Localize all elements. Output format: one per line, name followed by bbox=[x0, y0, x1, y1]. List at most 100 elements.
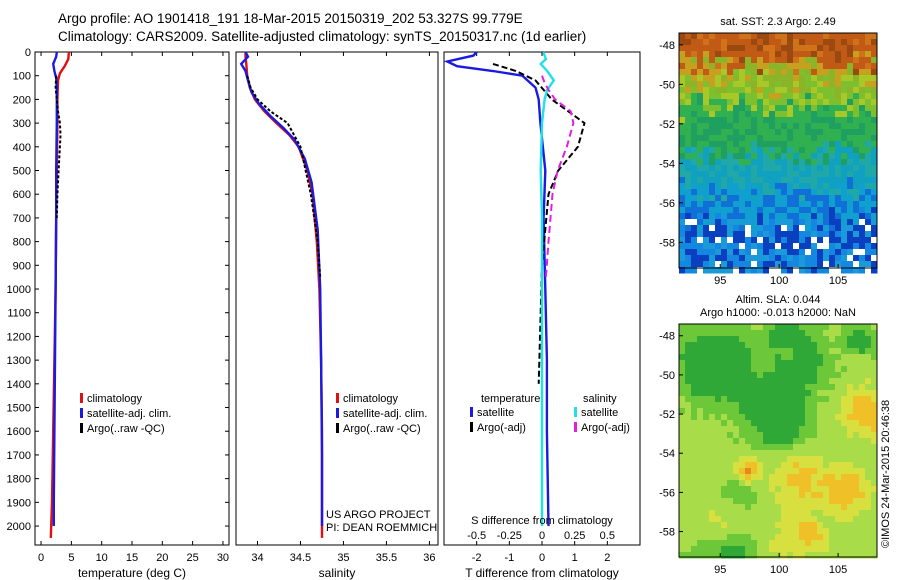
map-cell bbox=[859, 117, 866, 124]
map-cell bbox=[781, 201, 788, 208]
map-cell bbox=[853, 474, 860, 481]
map-cell bbox=[691, 45, 698, 52]
map-cell bbox=[871, 528, 878, 535]
map-cell bbox=[703, 51, 710, 58]
map-cell bbox=[859, 69, 866, 76]
map-cell bbox=[799, 546, 806, 553]
map-cell bbox=[745, 45, 752, 52]
map-cell bbox=[811, 474, 818, 481]
map-cell bbox=[871, 546, 878, 553]
map-cell bbox=[727, 69, 734, 76]
map-cell bbox=[733, 444, 740, 451]
map-cell bbox=[787, 207, 794, 214]
map-cell bbox=[703, 414, 710, 421]
map-cell bbox=[829, 474, 836, 481]
map-cell bbox=[817, 408, 824, 415]
map-cell bbox=[787, 378, 794, 385]
map-cell bbox=[721, 87, 728, 94]
legend-swatch bbox=[80, 393, 83, 403]
map-cell bbox=[769, 504, 776, 511]
map-cell bbox=[823, 231, 830, 238]
map-cell bbox=[799, 504, 806, 511]
map-cell bbox=[841, 450, 848, 457]
map-cell bbox=[817, 414, 824, 421]
map-cell bbox=[793, 414, 800, 421]
map-cell bbox=[697, 171, 704, 178]
map-cell bbox=[763, 225, 770, 232]
map-cell bbox=[841, 219, 848, 226]
map-cell bbox=[769, 117, 776, 124]
map-cell bbox=[745, 546, 752, 553]
legend-header-temperature: temperature bbox=[481, 393, 540, 405]
map-cell bbox=[805, 177, 812, 184]
map-cell bbox=[847, 267, 854, 274]
map-cell bbox=[691, 135, 698, 142]
map-cell bbox=[847, 330, 854, 337]
y-tick-label: 1000 bbox=[7, 284, 31, 296]
map-cell bbox=[751, 207, 758, 214]
map-cell bbox=[841, 330, 848, 337]
map-cell bbox=[865, 552, 872, 559]
map-cell bbox=[697, 474, 704, 481]
map-cell bbox=[799, 366, 806, 373]
map-cell bbox=[847, 342, 854, 349]
map-cell bbox=[697, 219, 704, 226]
map-cell bbox=[865, 456, 872, 463]
map-cell bbox=[817, 366, 824, 373]
map-cell bbox=[853, 243, 860, 250]
map-cell bbox=[859, 261, 866, 268]
map-cell bbox=[691, 408, 698, 415]
map-cell bbox=[691, 243, 698, 250]
map-cell bbox=[679, 105, 686, 112]
map-cell bbox=[745, 189, 752, 196]
map-cell bbox=[799, 177, 806, 184]
map-cell bbox=[853, 237, 860, 244]
map-cell bbox=[703, 153, 710, 160]
map-cell bbox=[793, 396, 800, 403]
map-cell bbox=[751, 504, 758, 511]
map-cell bbox=[781, 237, 788, 244]
map-cell bbox=[847, 384, 854, 391]
map-cell bbox=[715, 552, 722, 559]
map-cell bbox=[871, 51, 878, 58]
map-cell bbox=[745, 456, 752, 463]
map-cell bbox=[775, 81, 782, 88]
map-cell bbox=[859, 348, 866, 355]
map-cell bbox=[763, 33, 770, 40]
map-cell bbox=[823, 444, 830, 451]
map-cell bbox=[715, 45, 722, 52]
map-cell bbox=[733, 516, 740, 523]
map-cell bbox=[697, 540, 704, 547]
map-cell bbox=[721, 378, 728, 385]
map-cell bbox=[847, 207, 854, 214]
map-cell bbox=[811, 420, 818, 427]
map-cell bbox=[847, 534, 854, 541]
map-cell bbox=[811, 81, 818, 88]
map-cell bbox=[781, 183, 788, 190]
map-cell bbox=[829, 480, 836, 487]
map-cell bbox=[811, 237, 818, 244]
map-cell bbox=[841, 81, 848, 88]
map-cell bbox=[721, 33, 728, 40]
map-cell bbox=[769, 45, 776, 52]
map-cell bbox=[835, 486, 842, 493]
map-cell bbox=[811, 498, 818, 505]
map-cell bbox=[775, 498, 782, 505]
map-cell bbox=[853, 93, 860, 100]
y-tick-label: 1900 bbox=[7, 497, 31, 509]
map-cell bbox=[823, 396, 830, 403]
map-cell bbox=[865, 225, 872, 232]
map-cell bbox=[715, 354, 722, 361]
map-cell bbox=[847, 492, 854, 499]
map-cell bbox=[745, 147, 752, 154]
map-cell bbox=[733, 153, 740, 160]
map-cell bbox=[799, 225, 806, 232]
map-cell bbox=[829, 438, 836, 445]
map-cell bbox=[697, 366, 704, 373]
map-cell bbox=[871, 153, 878, 160]
map-cell bbox=[769, 135, 776, 142]
map-cell bbox=[775, 342, 782, 349]
map-cell bbox=[763, 75, 770, 82]
map-cell bbox=[697, 147, 704, 154]
map-cell bbox=[817, 111, 824, 118]
